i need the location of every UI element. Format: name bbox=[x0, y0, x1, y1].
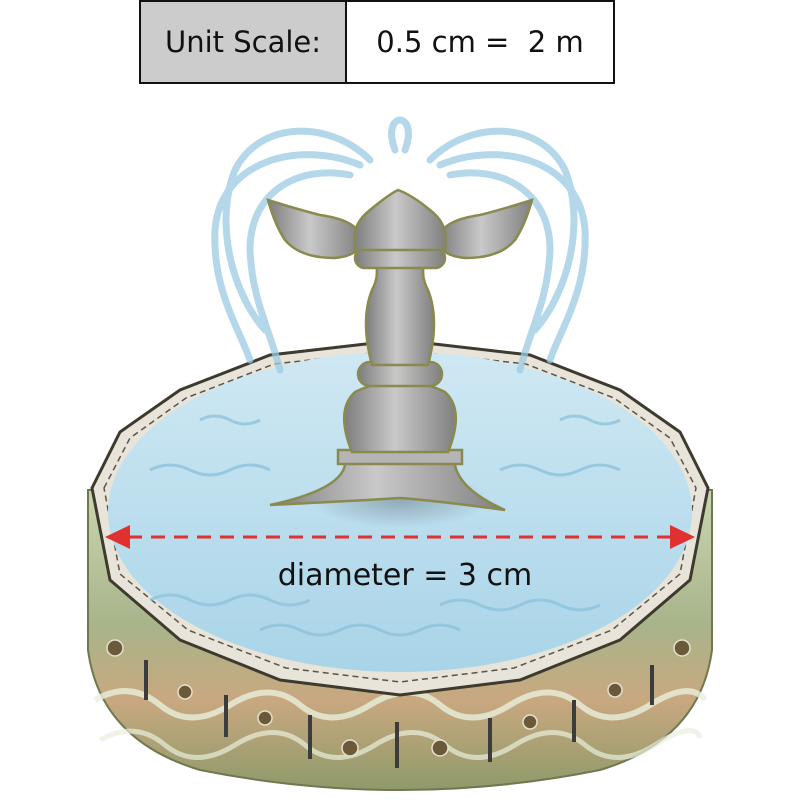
diameter-arrow-icon bbox=[105, 525, 695, 549]
water-jets-icon bbox=[211, 116, 589, 374]
unit-scale-label: Unit Scale: bbox=[141, 2, 347, 82]
unit-scale-value: 0.5 cm = 2 m bbox=[347, 2, 613, 82]
fountain-statue-icon bbox=[266, 188, 534, 512]
water-ripples bbox=[149, 414, 621, 637]
diameter-label: diameter = 3 cm bbox=[278, 558, 533, 593]
unit-scale-box: Unit Scale: 0.5 cm = 2 m bbox=[139, 0, 615, 84]
